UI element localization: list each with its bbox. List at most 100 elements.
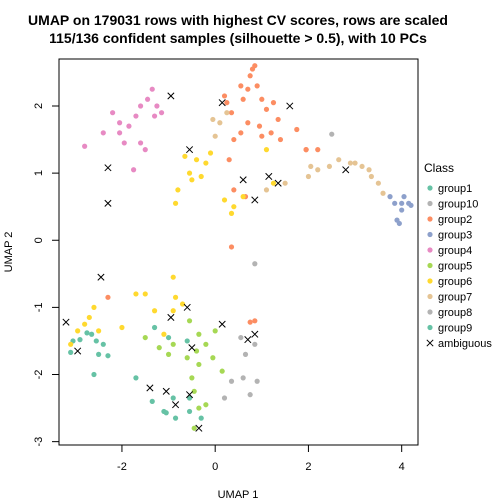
point-group6: [175, 187, 181, 193]
legend-marker-group7: [427, 293, 433, 300]
point-group2: [226, 157, 232, 163]
point-group10: [242, 351, 249, 357]
point-group6: [179, 301, 186, 307]
y-tick-label: -3: [33, 437, 45, 447]
point-group10: [238, 334, 244, 341]
point-group6: [207, 150, 214, 156]
point-group3: [394, 217, 400, 223]
point-group6: [170, 274, 176, 280]
point-group6: [203, 160, 209, 166]
point-group9: [198, 415, 204, 421]
point-group1: [186, 408, 193, 415]
point-group1: [149, 398, 155, 404]
point-ambiguous: [97, 273, 105, 281]
point-group7: [263, 187, 270, 193]
point-ambiguous: [185, 391, 194, 399]
point-group3: [387, 194, 393, 200]
point-group6: [193, 157, 200, 163]
point-group4: [137, 103, 144, 109]
point-group3: [408, 202, 414, 208]
point-group4: [151, 113, 158, 119]
point-group2: [315, 147, 321, 153]
y-tick-label: 0: [33, 237, 45, 243]
point-group5: [189, 375, 195, 381]
point-group5: [156, 345, 162, 351]
point-ambiguous: [146, 384, 154, 392]
point-group6: [82, 321, 88, 327]
point-group4: [126, 123, 132, 129]
point-group2: [228, 244, 235, 250]
point-group5: [186, 318, 193, 324]
point-group2: [275, 116, 281, 123]
point-group4: [117, 130, 123, 136]
point-group1: [133, 375, 139, 381]
point-group2: [231, 136, 237, 143]
point-group5: [219, 368, 225, 374]
point-group2: [245, 120, 251, 126]
y-tick-label: -2: [33, 370, 45, 380]
point-group7: [326, 163, 333, 170]
point-group6: [186, 170, 193, 176]
point-group1: [172, 415, 179, 421]
point-group7: [347, 160, 353, 166]
point-group4: [137, 140, 144, 146]
point-group7: [352, 160, 358, 166]
point-group10: [252, 341, 258, 347]
point-ambiguous: [195, 424, 203, 432]
x-tick-label: 4: [399, 461, 405, 473]
point-group7: [336, 157, 342, 163]
point-group3: [392, 200, 398, 206]
point-group5: [191, 425, 197, 431]
point-group5: [196, 361, 202, 368]
point-group10: [240, 375, 246, 381]
point-group2: [294, 126, 300, 133]
point-group1: [89, 331, 95, 337]
point-group6: [231, 204, 237, 210]
point-group6: [221, 197, 228, 203]
legend-label-group3: group3: [438, 230, 472, 242]
point-group2: [224, 100, 230, 106]
point-group7: [315, 167, 321, 173]
point-group6: [161, 331, 167, 337]
point-group3: [399, 207, 405, 213]
point-group6: [151, 308, 158, 314]
point-ambiguous: [167, 313, 175, 322]
point-group2: [259, 133, 265, 139]
legend-label-group2: group2: [438, 214, 472, 226]
point-group5: [165, 351, 172, 357]
point-ambiguous: [342, 166, 350, 174]
point-group2: [238, 83, 244, 89]
point-ambiguous: [244, 336, 252, 344]
point-ambiguous: [265, 172, 273, 181]
point-group10: [247, 392, 253, 398]
point-group2: [247, 73, 253, 79]
legend-label-group4: group4: [438, 245, 472, 257]
point-group6: [270, 180, 277, 186]
point-group4: [133, 113, 139, 119]
point-group6: [189, 177, 195, 183]
point-group1: [91, 371, 97, 378]
legend-marker-group9: [427, 324, 433, 331]
point-group7: [305, 173, 312, 180]
point-ambiguous: [239, 176, 247, 184]
point-group5: [142, 334, 148, 341]
point-group1: [151, 324, 158, 331]
point-group10: [228, 378, 235, 384]
point-group4: [121, 140, 127, 146]
legend-marker-group4: [427, 247, 433, 253]
x-axis: -2 0 2 4: [117, 444, 405, 473]
point-group6: [68, 341, 74, 347]
point-group1: [163, 410, 169, 416]
point-ambiguous: [218, 320, 226, 328]
point-group2: [247, 319, 253, 325]
point-group2: [268, 130, 274, 136]
point-ambiguous: [251, 330, 259, 338]
point-group5: [203, 402, 209, 408]
point-group2: [270, 100, 277, 106]
point-ambiguous: [286, 102, 294, 110]
point-group5: [196, 405, 202, 411]
legend-marker-group1: [427, 185, 433, 191]
x-tick-label: -2: [117, 461, 127, 473]
point-group6: [91, 304, 97, 310]
point-group2: [231, 187, 237, 193]
